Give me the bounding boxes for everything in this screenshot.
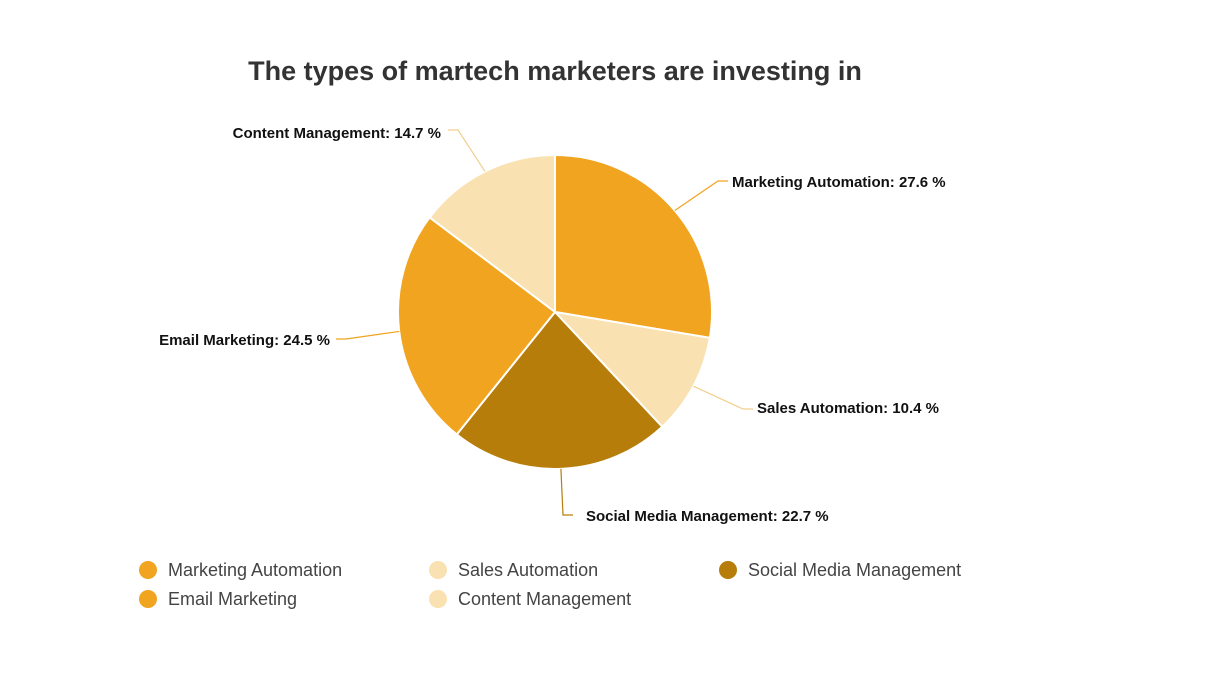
connector-social-media-management (560, 468, 573, 516)
legend-item-email-marketing[interactable]: Email Marketing (139, 589, 429, 609)
legend-item-marketing-automation[interactable]: Marketing Automation (139, 560, 429, 580)
data-label-content-management: Content Management: 14.7 % (233, 125, 441, 142)
connector-sales-automation (693, 385, 753, 410)
legend-marker (139, 590, 157, 608)
legend-label: Marketing Automation (168, 559, 343, 580)
legend-marker (719, 561, 737, 579)
legend-label: Social Media Management (748, 559, 962, 580)
pie-slice-content-management[interactable] (428, 154, 556, 313)
data-label-email-marketing: Email Marketing: 24.5 % (159, 332, 330, 349)
legend-marker (429, 561, 447, 579)
data-label-marketing-automation: Marketing Automation: 27.6 % (732, 174, 946, 191)
legend-label: Email Marketing (168, 588, 298, 609)
chart-legend: Marketing Automation Sales Automation Soci… (139, 560, 1019, 609)
pie-slice-email-marketing[interactable] (397, 216, 556, 436)
legend-marker (139, 561, 157, 579)
legend-item-social-media-management[interactable]: Social Media Management (719, 560, 1009, 580)
connector-marketing-automation (674, 180, 728, 212)
pie-slice-marketing-automation[interactable] (554, 154, 713, 339)
legend-marker (429, 590, 447, 608)
connector-content-management (448, 129, 486, 172)
legend-label: Content Management (458, 588, 632, 609)
connector-email-marketing (336, 330, 400, 340)
legend-item-content-management[interactable]: Content Management (429, 589, 719, 609)
legend-label: Sales Automation (458, 559, 599, 580)
data-label-social-media-management: Social Media Management: 22.7 % (586, 508, 829, 525)
chart-title: The types of martech marketers are inves… (248, 56, 862, 86)
legend-item-sales-automation[interactable]: Sales Automation (429, 560, 719, 580)
data-label-sales-automation: Sales Automation: 10.4 % (757, 400, 939, 417)
